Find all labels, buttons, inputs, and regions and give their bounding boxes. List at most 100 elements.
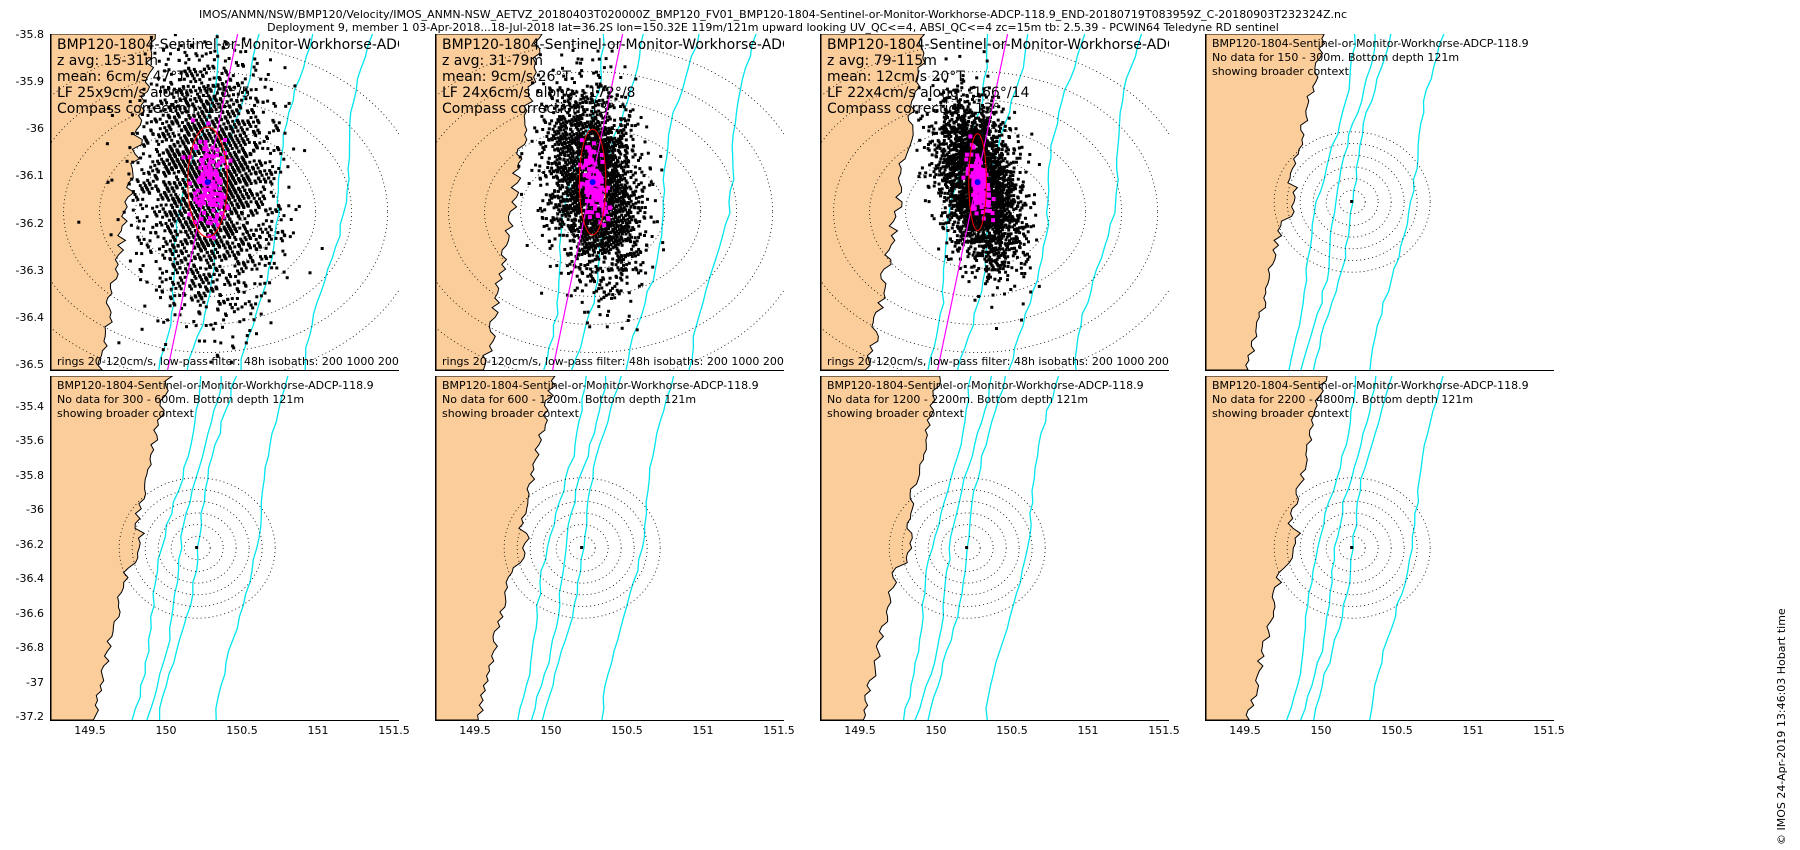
scatter-point — [631, 215, 635, 219]
scatter-point — [596, 251, 600, 255]
scatter-point — [557, 108, 561, 112]
scatter-point — [574, 172, 578, 176]
scatter-point — [580, 117, 584, 121]
scatter-point — [177, 133, 181, 137]
scatter-point — [167, 189, 171, 193]
scatter-point — [161, 271, 164, 275]
scatter-point — [197, 339, 201, 343]
scatter-point — [590, 216, 594, 220]
scatter-point — [194, 79, 198, 83]
scatter-point — [589, 197, 593, 201]
scatter-point — [585, 108, 589, 112]
scatter-point — [597, 257, 601, 261]
scatter-point — [200, 119, 204, 123]
scatter-point — [551, 145, 555, 148]
scatter-point — [134, 195, 138, 199]
scatter-point — [560, 195, 564, 199]
scatter-point — [218, 264, 222, 268]
scatter-point — [245, 231, 249, 235]
low-pass-point — [202, 210, 206, 215]
scatter-point — [213, 125, 217, 129]
scatter-point — [186, 74, 190, 78]
scatter-point — [206, 224, 210, 228]
scatter-point — [201, 129, 204, 133]
scatter-point — [174, 249, 178, 253]
scatter-point — [585, 267, 589, 271]
scatter-point — [173, 144, 177, 148]
scatter-point — [229, 191, 233, 195]
scatter-point — [235, 164, 238, 168]
scatter-point — [257, 262, 261, 266]
scatter-point — [168, 144, 172, 148]
scatter-point — [225, 183, 229, 187]
scatter-point — [225, 249, 229, 253]
scatter-point — [641, 189, 645, 193]
scatter-point — [579, 239, 583, 243]
scatter-point — [208, 143, 212, 147]
scatter-point — [594, 246, 598, 250]
scatter-point — [598, 159, 602, 163]
scatter-point — [171, 206, 175, 209]
scatter-point — [588, 206, 592, 210]
scatter-point — [599, 130, 603, 134]
scatter-point — [619, 241, 623, 245]
scatter-point — [611, 104, 615, 108]
scatter-point — [241, 119, 245, 123]
scatter-point — [228, 236, 232, 239]
scatter-point — [175, 232, 179, 236]
scatter-point — [590, 109, 594, 113]
scatter-point — [246, 260, 250, 264]
scatter-point — [166, 224, 170, 228]
scatter-point — [205, 278, 209, 282]
scatter-point — [602, 249, 606, 252]
scatter-point — [567, 225, 571, 229]
scatter-point — [547, 156, 551, 160]
scatter-point — [226, 119, 229, 123]
scatter-point — [165, 269, 169, 273]
scatter-point — [557, 208, 561, 212]
scatter-point — [160, 101, 164, 105]
scatter-point — [575, 286, 579, 290]
scatter-point — [582, 108, 586, 112]
scatter-point — [589, 85, 593, 89]
scatter-point — [625, 281, 629, 285]
scatter-point — [199, 191, 202, 195]
low-pass-point — [211, 198, 216, 203]
scatter-point — [169, 203, 173, 207]
scatter-point — [235, 100, 239, 104]
scatter-point — [580, 234, 583, 238]
scatter-point — [637, 158, 640, 162]
scatter-point — [548, 198, 552, 202]
scatter-point — [167, 218, 171, 222]
scatter-point — [553, 130, 557, 134]
scatter-point — [155, 177, 159, 181]
scatter-point — [567, 190, 571, 194]
scatter-point — [639, 181, 643, 185]
scatter-point — [545, 182, 549, 186]
scatter-point — [569, 211, 573, 214]
scatter-point — [242, 64, 245, 68]
scatter-point — [209, 89, 213, 93]
scatter-point — [232, 179, 236, 183]
scatter-point — [602, 177, 606, 181]
scatter-point — [130, 177, 134, 181]
scatter-point — [196, 112, 200, 116]
low-pass-point — [211, 154, 216, 159]
low-pass-point — [207, 173, 212, 178]
scatter-point — [580, 230, 584, 234]
scatter-point — [200, 147, 204, 151]
scatter-point — [561, 198, 565, 201]
scatter-point — [240, 98, 244, 102]
scatter-point — [193, 134, 197, 138]
scatter-point — [637, 224, 641, 228]
scatter-point — [166, 187, 169, 191]
scatter-point — [261, 202, 265, 206]
scatter-point — [561, 151, 565, 154]
scatter-point — [220, 127, 224, 131]
scatter-point — [625, 186, 629, 190]
scatter-point — [182, 189, 186, 193]
scatter-point — [576, 199, 580, 202]
panel-footer: rings 20-120cm/s, low-pass filter: 48h i… — [57, 355, 399, 368]
scatter-point — [190, 185, 194, 188]
scatter-point — [224, 144, 228, 148]
